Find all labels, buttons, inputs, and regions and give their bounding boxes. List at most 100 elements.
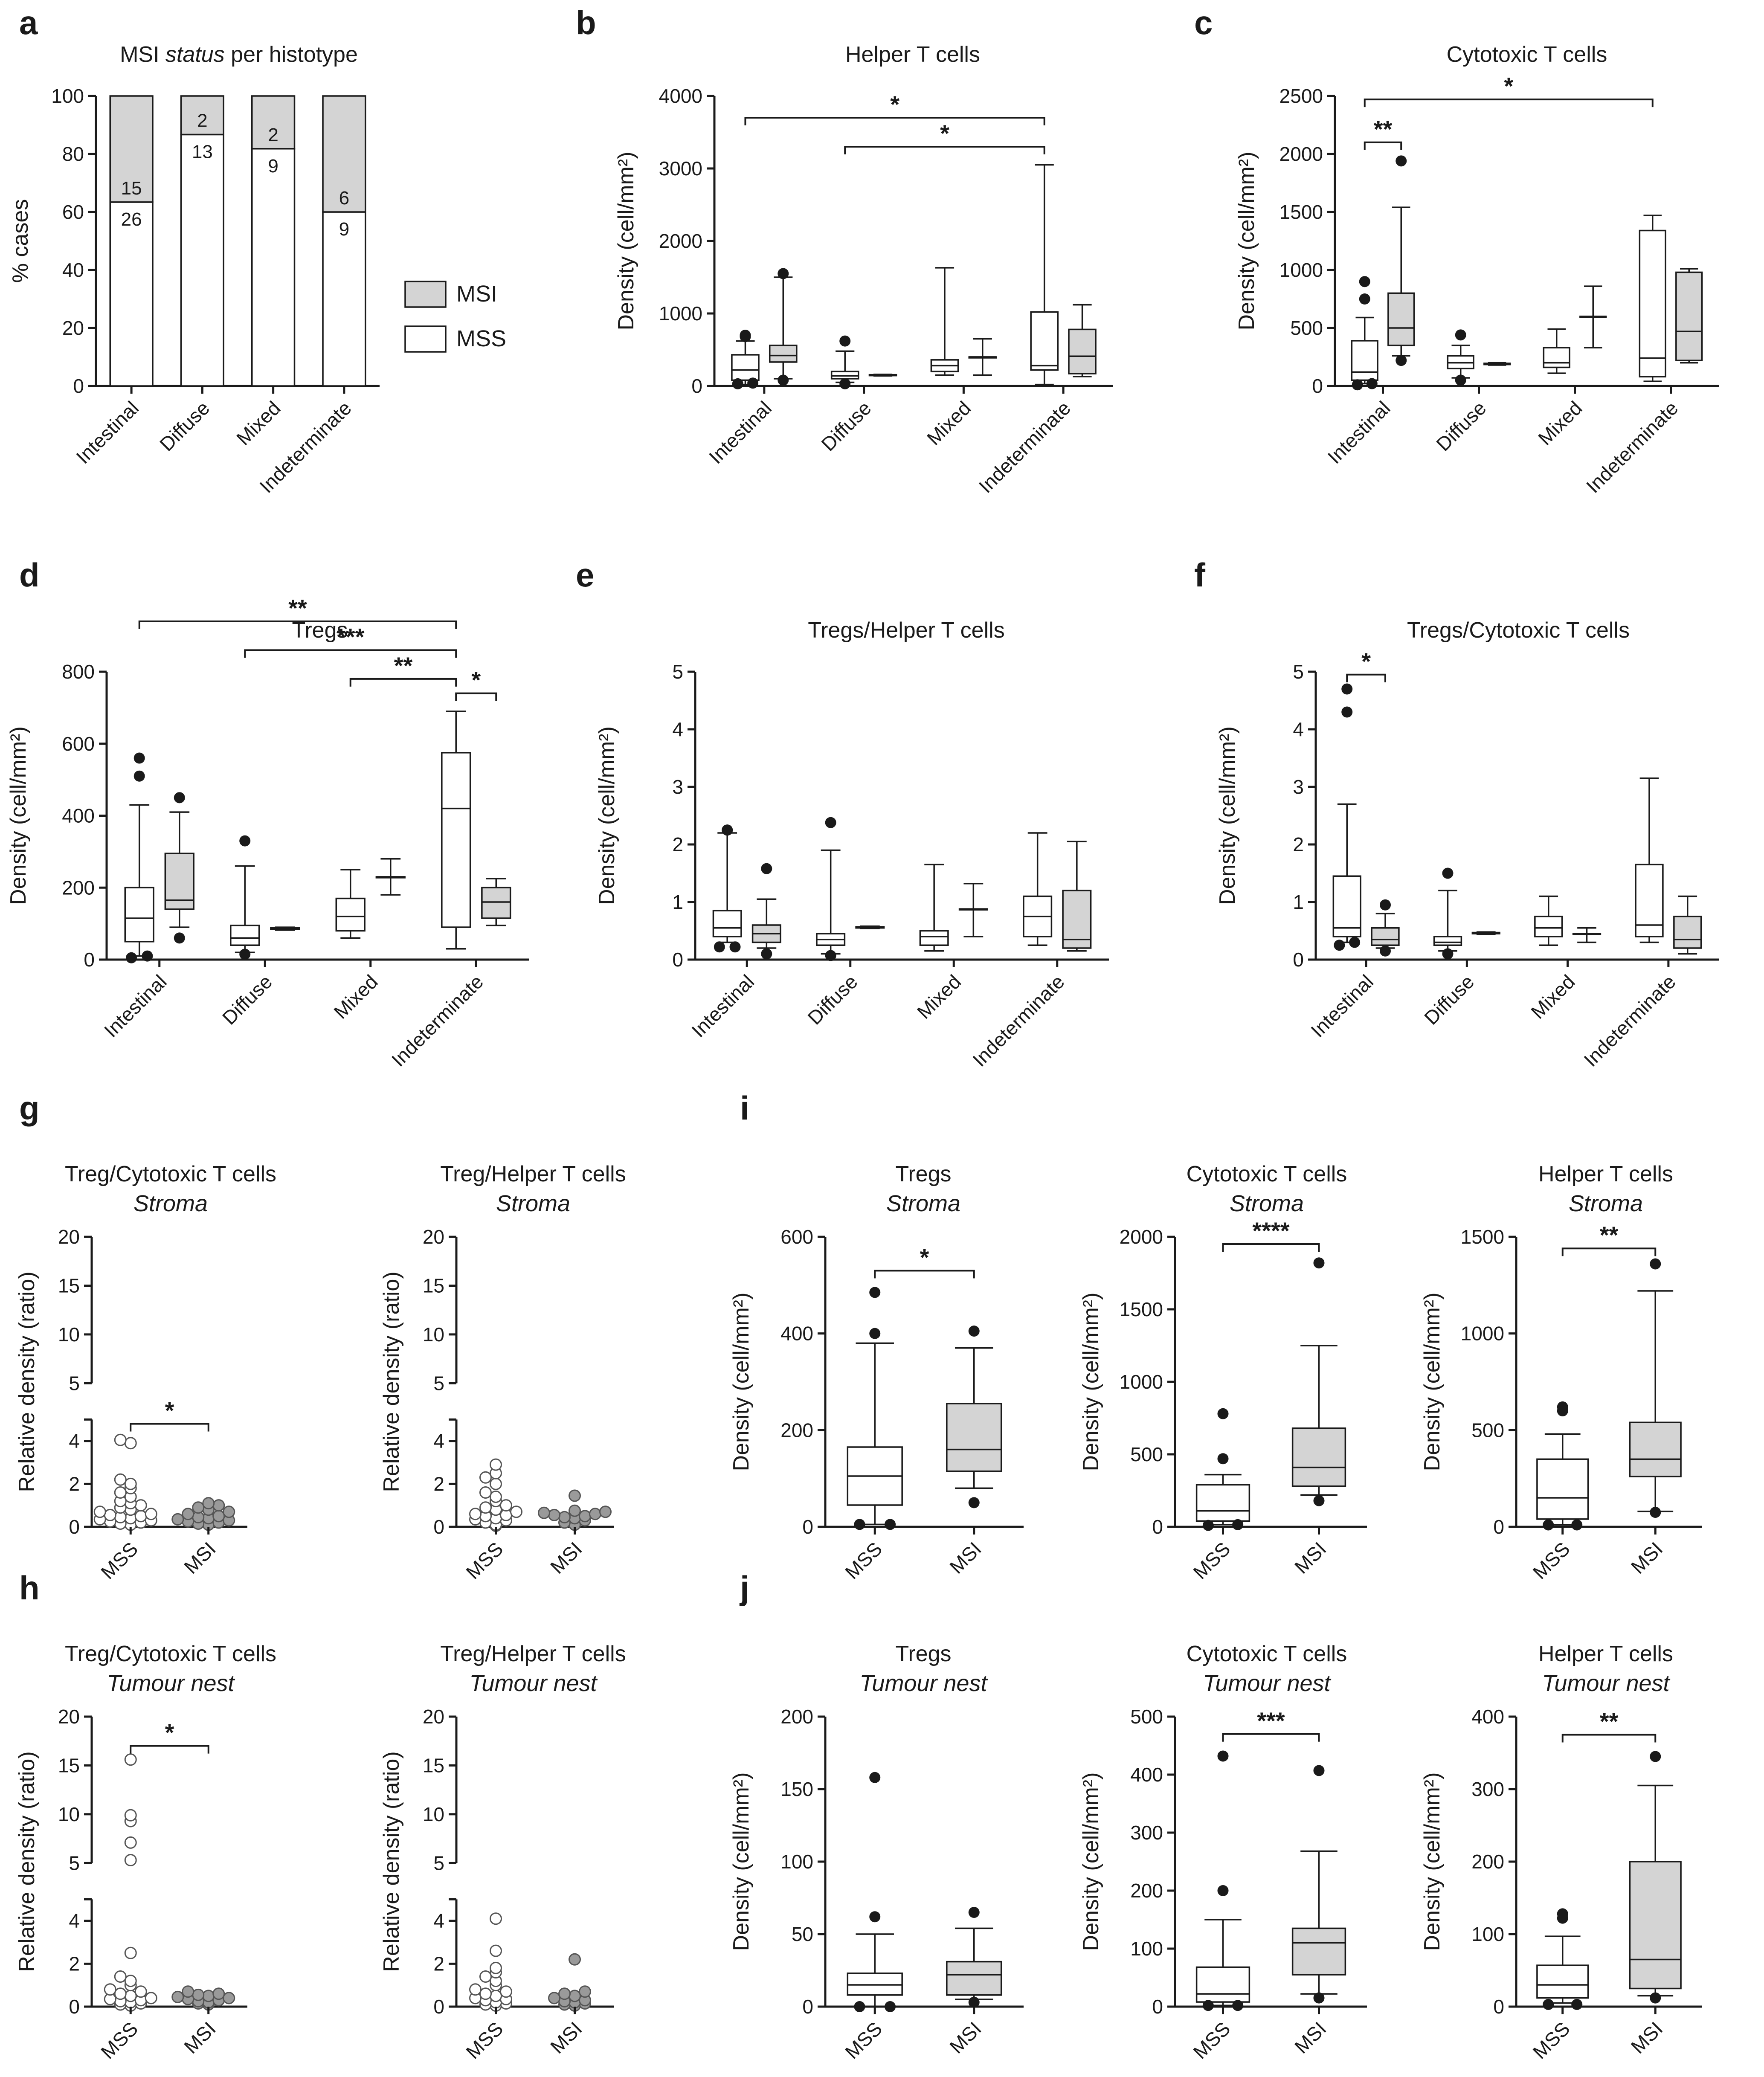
x-tick-label: Diffuse <box>155 397 214 455</box>
significance-bracket <box>1561 1734 1657 1743</box>
y-tick-label: 2 <box>69 1473 80 1495</box>
y-tick-label: 0 <box>672 949 683 971</box>
data-point-MSS <box>469 1983 482 1996</box>
y-tick-label: 50 <box>792 1923 813 1945</box>
data-point-MSS <box>500 1499 512 1512</box>
significance-bracket <box>244 649 457 658</box>
y-tick-label: 0 <box>69 1516 80 1538</box>
y-tick-label: 400 <box>62 805 95 827</box>
box-MSS <box>731 354 760 381</box>
x-tick-label: MSS <box>461 2017 507 2063</box>
outlier-point <box>1341 706 1353 718</box>
significance-label: * <box>940 120 949 147</box>
chart-subtitle-h1: Tumour nest <box>107 1671 235 1696</box>
bar-count-MSS: 9 <box>268 156 278 177</box>
data-point-MSS <box>114 1433 127 1446</box>
data-point-MSI <box>579 1510 591 1523</box>
outlier-point <box>1313 1992 1325 2004</box>
y-tick-label: 0 <box>1293 949 1304 971</box>
data-point-MSI <box>192 1501 205 1514</box>
outlier-point <box>740 330 751 341</box>
y-tick-label: 80 <box>62 143 84 165</box>
legend-swatch-MSS <box>404 325 447 353</box>
outlier-point <box>1232 1519 1244 1530</box>
y-tick-label: 4000 <box>659 85 702 107</box>
data-point-MSS <box>479 1501 492 1514</box>
x-tick-label: Indeterminate <box>968 970 1069 1071</box>
x-tick-label: Diffuse <box>1420 970 1478 1029</box>
y-tick-label: 600 <box>62 733 95 755</box>
data-point-MSS <box>479 1987 492 2000</box>
legend-label-MSS: MSS <box>456 326 506 351</box>
x-tick-label: MSI <box>180 2017 220 2058</box>
bar-count-MSS: 9 <box>339 219 349 240</box>
outlier-point <box>869 1328 881 1339</box>
chart-title-j3: Helper T cells <box>1538 1642 1673 1666</box>
y-axis-label-g1: Relative density (ratio) <box>15 1271 39 1492</box>
y-axis-label-e: Density (cell/mm²) <box>595 726 619 905</box>
data-point-MSS <box>114 1987 127 2000</box>
y-tick-label: 5 <box>433 1372 444 1394</box>
outlier-point <box>1396 355 1407 366</box>
y-tick-label: 4 <box>69 1430 80 1452</box>
chart-subtitle-j3: Tumour nest <box>1542 1671 1670 1696</box>
legend-swatch-MSI <box>404 281 447 308</box>
y-tick-label: 400 <box>1471 1706 1504 1728</box>
outlier-point <box>239 949 251 960</box>
y-tick-label: 1000 <box>1120 1371 1163 1393</box>
y-tick-label: 5 <box>69 1372 80 1394</box>
title-part: per histotype <box>225 42 358 67</box>
significance-label: ** <box>288 595 307 621</box>
x-tick-label: Indeterminate <box>1579 970 1680 1071</box>
significance-label: * <box>920 1244 929 1271</box>
outlier-point <box>1380 945 1391 957</box>
chart-subtitle-h2: Tumour nest <box>469 1671 598 1696</box>
outlier-point <box>1217 1885 1229 1896</box>
outlier-point <box>839 378 851 389</box>
panel-label-i1: i <box>740 1089 749 1127</box>
data-point-MSS <box>490 1990 502 2002</box>
significance-bracket <box>1364 99 1654 107</box>
data-point-MSS <box>134 1985 147 1998</box>
data-point-MSS <box>490 1961 502 1974</box>
x-tick-label: MSS <box>461 1537 507 1583</box>
y-tick-label: 0 <box>73 375 84 397</box>
outlier-point <box>142 950 153 962</box>
box-MSS <box>1195 1966 1250 2003</box>
y-tick-label: 2000 <box>1120 1226 1163 1248</box>
x-tick-label: Intestinal <box>687 970 758 1041</box>
chart-title-i3: Helper T cells <box>1538 1162 1673 1186</box>
chart-title-a: MSI status per histotype <box>120 42 358 67</box>
outlier-point <box>778 268 789 279</box>
box-MSI <box>769 345 798 363</box>
panel-label-c: c <box>1194 4 1213 41</box>
x-tick-label: MSI <box>546 1537 586 1578</box>
outlier-point <box>854 2001 865 2012</box>
y-tick-label: 100 <box>780 1851 813 1873</box>
x-tick-label: MSI <box>1290 2017 1331 2058</box>
x-tick-label: MSS <box>96 2017 142 2063</box>
y-tick-label: 3000 <box>659 157 702 180</box>
significance-label: *** <box>1257 1707 1285 1734</box>
outlier-point <box>825 950 836 961</box>
y-tick-label: 0 <box>1493 1516 1504 1538</box>
y-tick-label: 20 <box>62 317 84 339</box>
data-point-MSI <box>589 1508 601 1520</box>
panel-label-f: f <box>1194 556 1206 594</box>
y-tick-label: 600 <box>780 1226 813 1248</box>
x-tick-label: MSS <box>96 1537 142 1583</box>
box-MSI <box>481 887 511 919</box>
x-tick-label: Mixed <box>1534 397 1587 450</box>
outlier-point <box>1650 1751 1661 1762</box>
outlier-point <box>885 1519 896 1530</box>
x-tick-label: Mixed <box>1526 970 1579 1023</box>
y-tick-label: 4 <box>672 718 683 740</box>
outlier-point <box>1232 2000 1244 2011</box>
data-point-MSS <box>124 1990 137 2002</box>
y-tick-label: 1500 <box>1279 201 1323 223</box>
y-tick-label: 0 <box>1312 375 1323 397</box>
y-tick-label: 200 <box>780 1419 813 1441</box>
x-tick-label: MSS <box>1529 2017 1574 2063</box>
data-point-MSS <box>134 1499 147 1512</box>
significance-label: **** <box>1252 1217 1289 1244</box>
